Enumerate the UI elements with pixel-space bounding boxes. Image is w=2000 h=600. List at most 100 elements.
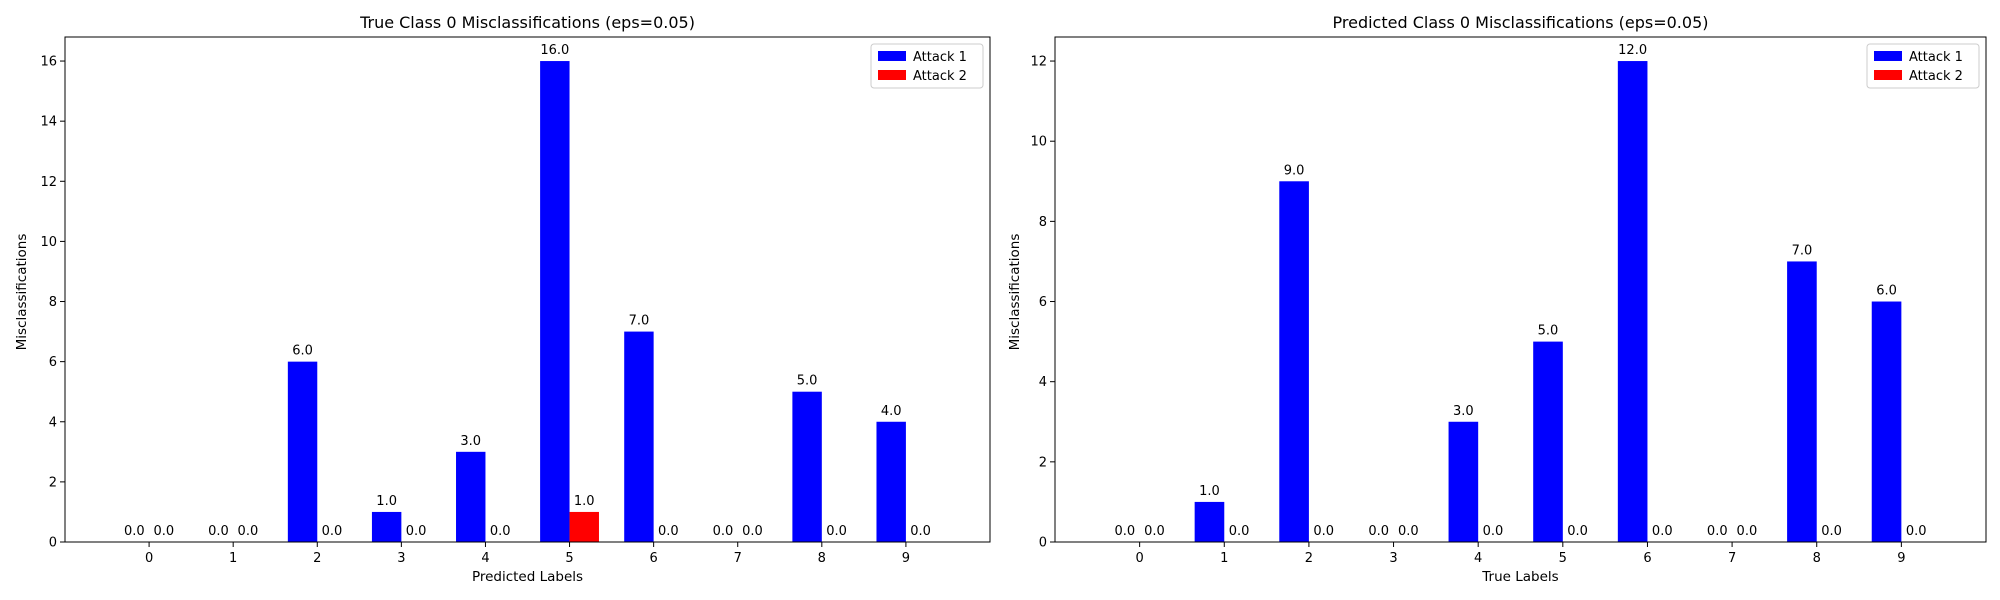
data-label: 6.0: [1876, 284, 1897, 299]
plot-frame: [64, 36, 991, 543]
data-label: 0.0: [742, 524, 763, 539]
data-label: 0.0: [490, 524, 511, 539]
data-label: 0.0: [1821, 524, 1842, 539]
y-tick-label: 6: [49, 355, 57, 370]
x-tick-label: 9: [902, 551, 910, 566]
data-label: 0.0: [713, 524, 734, 539]
legend: Attack 1 Attack 2: [870, 43, 984, 89]
legend-swatch: [1874, 70, 1902, 80]
y-tick-label: 0: [1039, 536, 1047, 551]
bar-attack-2: [569, 511, 599, 542]
data-label: 0.0: [1398, 524, 1419, 539]
bar-attack-1: [1617, 61, 1648, 543]
y-tick-label: 4: [1039, 375, 1047, 390]
x-tick-label: 4: [481, 551, 489, 566]
bar-attack-1: [1194, 501, 1225, 542]
y-tick-label: 12: [1030, 55, 1047, 70]
data-label: 0.0: [1737, 524, 1758, 539]
y-tick-label: 2: [49, 475, 57, 490]
legend-entry: Attack 1: [1909, 50, 1963, 65]
data-label: 0.0: [406, 524, 427, 539]
data-label: 5.0: [1538, 324, 1559, 339]
x-tick-label: 2: [1305, 551, 1313, 566]
x-tick-label: 8: [1813, 551, 1821, 566]
x-tick-label: 6: [1643, 551, 1651, 566]
legend-entry: Attack 1: [913, 50, 967, 65]
chart-panel-predicted-class: Predicted Class 0 Misclassifications (ep…: [1007, 13, 1987, 585]
chart-title: True Class 0 Misclassifications (eps=0.0…: [359, 13, 695, 32]
y-tick-label: 2: [1039, 455, 1047, 470]
legend: Attack 1 Attack 2: [1866, 43, 1980, 89]
bar-attack-1: [540, 61, 570, 543]
data-label: 0.0: [124, 524, 145, 539]
data-label: 1.0: [1199, 484, 1220, 499]
data-label: 0.0: [658, 524, 679, 539]
bar-attack-1: [1448, 421, 1479, 542]
y-tick-label: 0: [49, 536, 57, 551]
bar-attack-1: [456, 451, 486, 542]
x-tick-label: 0: [145, 551, 153, 566]
data-label: 0.0: [153, 524, 174, 539]
y-tick-label: 6: [1039, 295, 1047, 310]
y-tick-label: 10: [1030, 135, 1047, 150]
y-tick-label: 8: [1039, 215, 1047, 230]
data-label: 12.0: [1618, 43, 1647, 58]
x-axis-label: Predicted Labels: [472, 569, 583, 585]
chart-panel-true-class: True Class 0 Misclassifications (eps=0.0…: [14, 13, 991, 585]
y-tick-label: 14: [40, 115, 57, 130]
data-label: 0.0: [910, 524, 931, 539]
data-label: 0.0: [1313, 524, 1334, 539]
data-label: 16.0: [540, 43, 569, 58]
legend-swatch: [878, 70, 906, 80]
data-label: 6.0: [292, 344, 313, 359]
bar-attack-1: [876, 421, 906, 542]
data-label: 0.0: [238, 524, 259, 539]
data-label: 0.0: [1114, 524, 1135, 539]
data-label: 0.0: [1229, 524, 1250, 539]
x-tick-label: 7: [734, 551, 742, 566]
x-tick-label: 4: [1474, 551, 1482, 566]
y-tick-label: 10: [40, 235, 57, 250]
bar-attack-1: [1279, 181, 1309, 543]
data-label: 0.0: [1483, 524, 1504, 539]
bar-attack-1: [624, 331, 654, 542]
legend-entry: Attack 2: [913, 69, 967, 84]
bar-attack-1: [1787, 261, 1817, 542]
data-label: 9.0: [1284, 163, 1305, 178]
x-tick-label: 1: [229, 551, 237, 566]
y-tick-label: 8: [49, 295, 57, 310]
data-label: 0.0: [1144, 524, 1165, 539]
x-tick-label: 1: [1220, 551, 1228, 566]
data-label: 3.0: [460, 434, 481, 449]
data-label: 1.0: [574, 494, 595, 509]
data-label: 0.0: [1906, 524, 1927, 539]
x-tick-label: 6: [649, 551, 657, 566]
data-label: 0.0: [1368, 524, 1389, 539]
data-label: 7.0: [1792, 243, 1813, 258]
data-label: 7.0: [629, 314, 650, 329]
data-label: 0.0: [1707, 524, 1728, 539]
x-tick-label: 3: [1389, 551, 1397, 566]
bar-attack-1: [1533, 341, 1563, 542]
x-tick-label: 7: [1728, 551, 1736, 566]
bar-attack-1: [792, 391, 822, 542]
x-tick-label: 5: [565, 551, 573, 566]
x-tick-label: 9: [1897, 551, 1905, 566]
y-tick-label: 4: [49, 415, 57, 430]
x-tick-label: 0: [1135, 551, 1143, 566]
data-label: 0.0: [1567, 524, 1588, 539]
y-tick-label: 16: [40, 55, 57, 70]
legend-swatch: [1874, 51, 1902, 61]
x-axis-label: True Labels: [1481, 569, 1558, 585]
legend-swatch: [878, 51, 906, 61]
bar-attack-1: [371, 511, 402, 542]
x-tick-label: 8: [818, 551, 826, 566]
x-tick-label: 2: [313, 551, 321, 566]
y-tick-label: 12: [40, 175, 57, 190]
legend-entry: Attack 2: [1909, 69, 1963, 84]
x-tick-label: 5: [1559, 551, 1567, 566]
y-axis-label: Misclassifications: [14, 234, 30, 351]
